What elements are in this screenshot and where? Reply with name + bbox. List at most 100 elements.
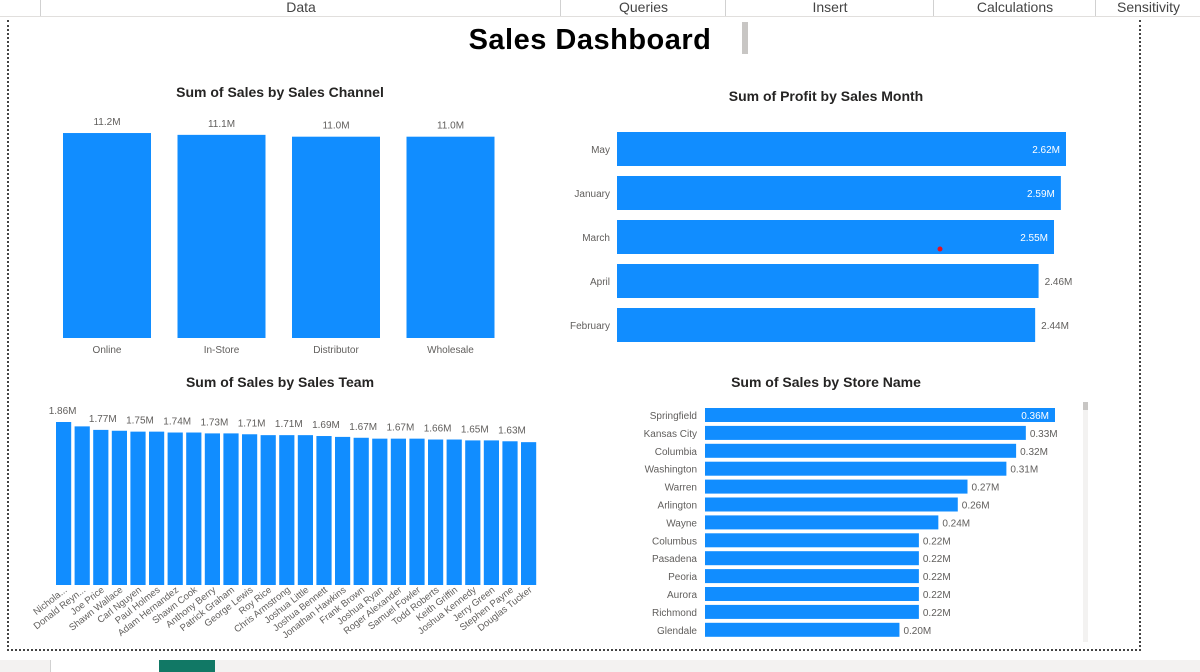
- store-value-label: 0.33M: [1030, 429, 1058, 440]
- channel-bar[interactable]: [406, 136, 495, 338]
- store-value-label: 0.20M: [903, 626, 931, 637]
- channel-bar[interactable]: [177, 134, 266, 338]
- team-bar[interactable]: [297, 435, 313, 585]
- month-category-label: February: [570, 321, 610, 332]
- channel-bar[interactable]: [292, 136, 380, 338]
- channel-value-label: 11.2M: [93, 117, 120, 128]
- team-bar[interactable]: [149, 431, 165, 585]
- store-bar[interactable]: [705, 461, 1007, 476]
- selection-dot-mark: [937, 246, 943, 252]
- store-chart-scrollbar[interactable]: [1083, 402, 1088, 642]
- channel-bar[interactable]: [63, 133, 151, 338]
- team-bar[interactable]: [93, 429, 109, 585]
- channel-value-label: 11.0M: [322, 121, 349, 132]
- store-bar[interactable]: [705, 497, 958, 512]
- channel-category-label: In-Store: [204, 345, 240, 356]
- team-bar[interactable]: [428, 439, 444, 585]
- sales-channel-chart[interactable]: 11.2M Online 11.1M In-Store 11.0M Distributor…: [40, 110, 520, 360]
- store-category-label: Wayne: [666, 518, 697, 529]
- team-bar[interactable]: [204, 433, 220, 585]
- store-bar[interactable]: [705, 425, 1026, 440]
- team-value-label: 1.86M: [49, 406, 77, 417]
- store-category-label: Columbus: [652, 536, 697, 547]
- channel-category-label: Online: [93, 345, 122, 356]
- ribbon-tab-insert[interactable]: Insert: [725, 0, 934, 16]
- team-bar[interactable]: [56, 422, 72, 585]
- team-bar[interactable]: [465, 440, 481, 585]
- selection-dot: [937, 246, 943, 252]
- month-value-label: 2.46M: [1045, 277, 1073, 288]
- store-category-label: Pasadena: [652, 554, 697, 565]
- team-bar[interactable]: [483, 440, 499, 585]
- team-value-label: 1.74M: [163, 417, 191, 428]
- team-bar[interactable]: [130, 431, 146, 585]
- month-bar[interactable]: [617, 220, 1055, 254]
- store-category-label: Glendale: [657, 626, 697, 637]
- store-bar[interactable]: [705, 587, 919, 601]
- team-bar[interactable]: [409, 438, 425, 585]
- store-category-label: Columbia: [655, 447, 698, 458]
- store-bar[interactable]: [705, 569, 919, 584]
- month-bar[interactable]: [617, 132, 1066, 166]
- store-bar[interactable]: [705, 515, 939, 530]
- ribbon-tab-calculations[interactable]: Calculations: [933, 0, 1096, 16]
- store-category-label: Warren: [665, 483, 697, 494]
- team-bar[interactable]: [502, 441, 518, 585]
- team-value-label: 1.71M: [238, 418, 266, 429]
- ribbon-tab-queries[interactable]: Queries: [560, 0, 726, 16]
- team-bar[interactable]: [316, 436, 332, 585]
- store-category-label: Washington: [645, 465, 697, 476]
- team-bar[interactable]: [111, 430, 127, 585]
- store-bar[interactable]: [705, 533, 919, 548]
- team-bar[interactable]: [335, 436, 351, 585]
- team-bar[interactable]: [372, 438, 388, 585]
- store-bar[interactable]: [705, 622, 900, 637]
- store-category-label: Arlington: [658, 501, 697, 512]
- team-bar[interactable]: [279, 435, 295, 585]
- text-cursor-bar: [742, 22, 748, 54]
- store-chart-scroll-thumb[interactable]: [1083, 402, 1088, 410]
- store-category-label: Aurora: [667, 590, 697, 601]
- ribbon-tab-sensitivity[interactable]: Sensitivity: [1095, 0, 1200, 16]
- store-bar[interactable]: [705, 604, 919, 619]
- ribbon-tab-data[interactable]: Data: [40, 0, 561, 16]
- team-bar[interactable]: [74, 426, 90, 585]
- team-bar[interactable]: [260, 435, 276, 585]
- month-value-label: 2.44M: [1041, 321, 1069, 332]
- store-bar[interactable]: [705, 443, 1017, 458]
- team-value-label: 1.73M: [201, 417, 229, 428]
- channel-value-label: 11.1M: [208, 119, 235, 130]
- store-name-chart[interactable]: Springfield 0.36M Kansas City 0.33M Columbia…: [630, 402, 1080, 644]
- store-category-label: Springfield: [650, 411, 697, 422]
- team-bar[interactable]: [353, 437, 369, 585]
- store-bar[interactable]: [705, 551, 919, 566]
- page-tab-1[interactable]: [50, 660, 160, 672]
- store-bar[interactable]: [705, 408, 1055, 422]
- channel-category-label: Distributor: [313, 345, 359, 356]
- team-value-label: 1.67M: [349, 422, 377, 433]
- team-bar[interactable]: [521, 442, 537, 585]
- team-chart-title: Sum of Sales by Sales Team: [185, 374, 375, 390]
- month-bar[interactable]: [617, 308, 1036, 342]
- month-bar[interactable]: [617, 264, 1039, 298]
- team-bar[interactable]: [390, 438, 406, 585]
- team-bar[interactable]: [242, 434, 258, 585]
- team-bar[interactable]: [446, 439, 462, 585]
- channel-value-label: 11.0M: [437, 121, 464, 132]
- store-bar[interactable]: [705, 479, 968, 494]
- team-bar[interactable]: [167, 432, 183, 585]
- profit-month-chart[interactable]: May 2.62M January 2.59M March 2.55M April 2.46M…: [555, 125, 1095, 350]
- store-value-label: 0.31M: [1010, 465, 1038, 476]
- team-value-label: 1.75M: [126, 416, 154, 427]
- team-bar[interactable]: [223, 433, 239, 585]
- team-bar[interactable]: [186, 432, 202, 585]
- dashboard-title[interactable]: Sales Dashboard: [468, 24, 712, 56]
- report-canvas-frame: [7, 20, 1141, 651]
- channel-chart-title: Sum of Sales by Sales Channel: [176, 84, 384, 100]
- month-category-label: May: [591, 145, 610, 156]
- page-tab-active[interactable]: [159, 660, 215, 672]
- channel-category-label: Wholesale: [427, 345, 474, 356]
- store-value-label: 0.24M: [942, 518, 970, 529]
- month-bar[interactable]: [617, 176, 1061, 210]
